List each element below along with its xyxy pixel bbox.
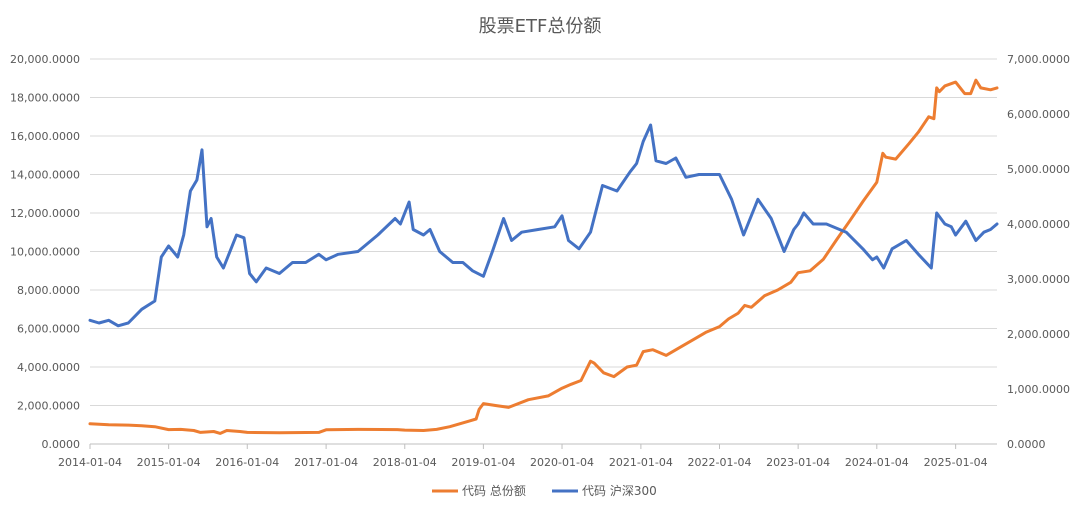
y-right-tick-label: 1,000.0000 xyxy=(1007,383,1070,396)
y-axis-left: 0.0000 2,000.0000 4,000.0000 6,000.0000 8,00… xyxy=(10,53,80,451)
x-tick-label: 2014-01-04 xyxy=(58,456,122,469)
y-left-tick-label: 18,000.0000 xyxy=(10,92,80,105)
y-left-tick-label: 20,000.0000 xyxy=(10,53,80,66)
y-right-tick-label: 3,000.0000 xyxy=(1007,273,1070,286)
legend-label: 代码 沪深300 xyxy=(582,484,657,498)
y-left-tick-label: 14,000.0000 xyxy=(10,169,80,182)
legend-label: 代码 总份额 xyxy=(462,484,526,498)
x-tick-label: 2020-01-04 xyxy=(530,456,594,469)
y-left-tick-label: 0.0000 xyxy=(42,438,81,451)
y-left-tick-label: 12,000.0000 xyxy=(10,207,80,220)
x-tick-label: 2019-01-04 xyxy=(451,456,515,469)
x-tick-label: 2015-01-04 xyxy=(137,456,201,469)
y-left-tick-label: 2,000.0000 xyxy=(17,400,80,413)
series-lines xyxy=(88,78,999,435)
x-tick-label: 2017-01-04 xyxy=(294,456,358,469)
y-axis-right: 0.0000 1,000.0000 2,000.0000 3,000.0000 4,00… xyxy=(1007,53,1070,451)
y-right-tick-label: 4,000.0000 xyxy=(1007,218,1070,231)
legend: 代码 总份额 代码 沪深300 xyxy=(432,484,657,498)
y-right-tick-label: 2,000.0000 xyxy=(1007,328,1070,341)
y-left-tick-label: 6,000.0000 xyxy=(17,323,80,336)
y-left-tick-label: 4,000.0000 xyxy=(17,361,80,374)
x-tick-label: 2024-01-04 xyxy=(845,456,909,469)
y-right-tick-label: 7,000.0000 xyxy=(1007,53,1070,66)
x-tick-label: 2018-01-04 xyxy=(373,456,437,469)
chart-title: 股票ETF总份额 xyxy=(479,16,602,37)
x-tick-label: 2023-01-04 xyxy=(766,456,830,469)
x-tick-label: 2021-01-04 xyxy=(609,456,673,469)
y-left-tick-label: 10,000.0000 xyxy=(10,246,80,259)
series-line-total-shares xyxy=(88,78,999,435)
y-right-tick-label: 6,000.0000 xyxy=(1007,108,1070,121)
y-right-tick-label: 5,000.0000 xyxy=(1007,163,1070,176)
series-line-csi300 xyxy=(88,123,999,328)
x-tick-label: 2016-01-04 xyxy=(215,456,279,469)
y-left-tick-label: 8,000.0000 xyxy=(17,284,80,297)
x-axis: 2014-01-04 2015-01-04 2016-01-04 2017-01-04… xyxy=(58,443,997,469)
grid-lines xyxy=(90,58,997,445)
y-right-tick-label: 0.0000 xyxy=(1007,438,1046,451)
x-tick-label: 2025-01-04 xyxy=(924,456,988,469)
y-left-tick-label: 16,000.0000 xyxy=(10,130,80,143)
x-tick-label: 2022-01-04 xyxy=(688,456,752,469)
